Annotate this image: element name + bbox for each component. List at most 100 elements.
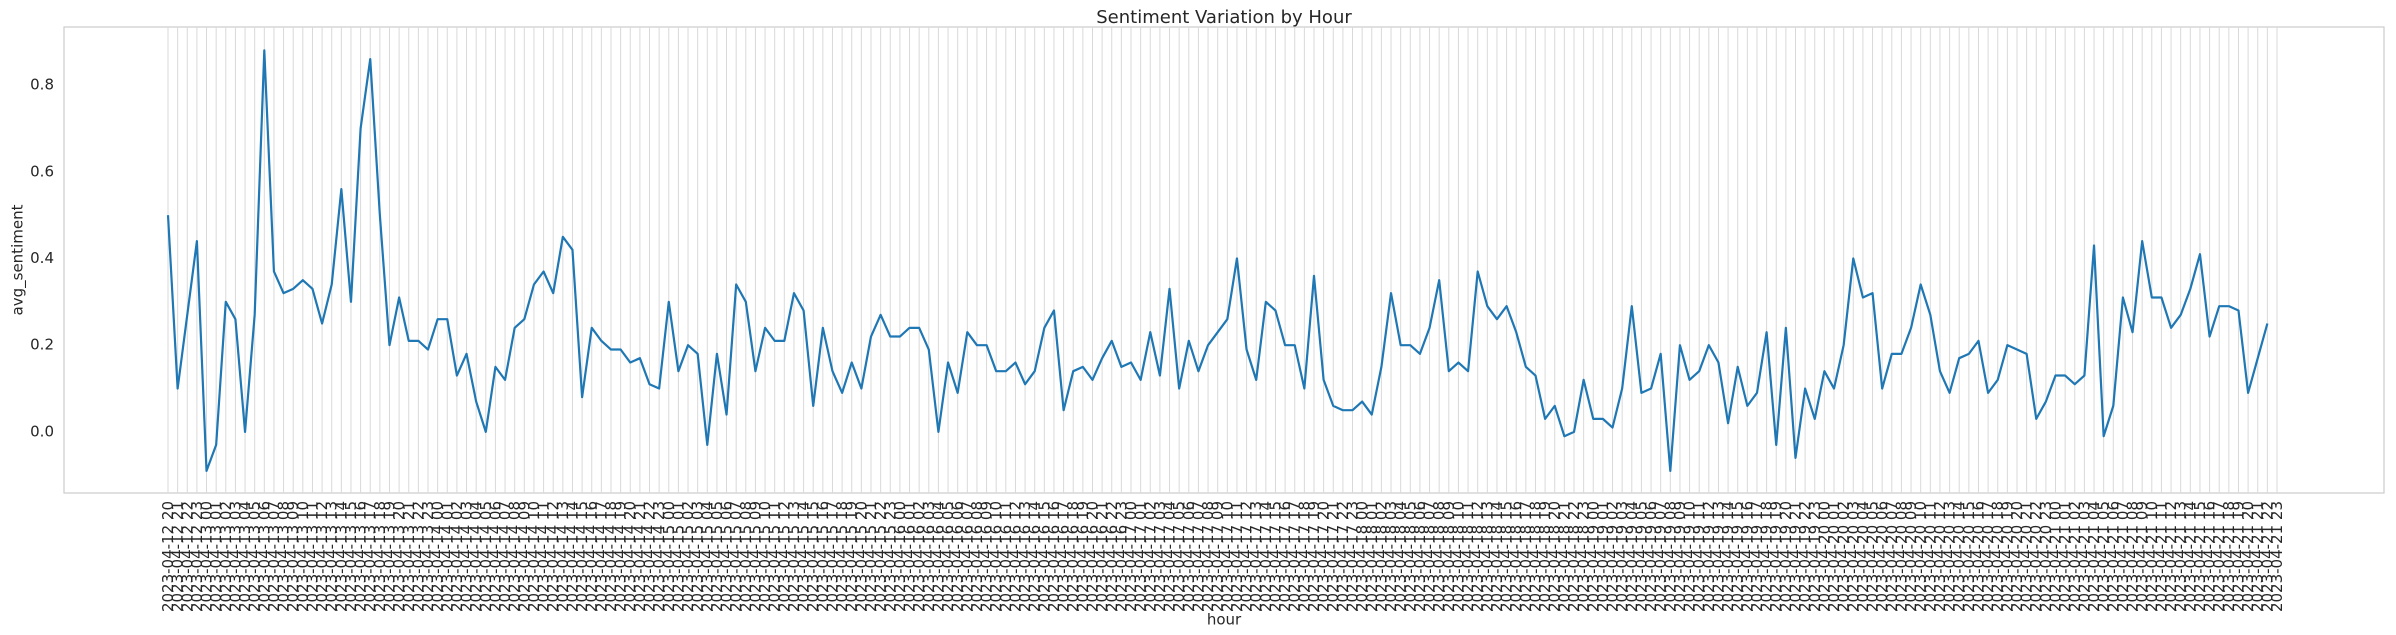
x-tick-label: 2023-04-16 23 xyxy=(1112,501,1130,612)
x-tick-label: 2023-04-20 05 xyxy=(1864,501,1882,612)
x-tick-label: 2023-04-21 05 xyxy=(2095,501,2113,612)
x-tick-label: 2023-04-20 02 xyxy=(1835,501,1853,612)
x-tick-label: 2023-04-12 22 xyxy=(178,501,196,612)
x-tick-label: 2023-04-13 15 xyxy=(342,501,360,612)
x-tick-label: 2023-04-21 12 xyxy=(2162,501,2180,612)
x-tick-label: 2023-04-15 04 xyxy=(698,501,716,612)
x-tick-label: 2023-04-21 08 xyxy=(2124,501,2142,612)
x-tick-label: 2023-04-17 18 xyxy=(1295,501,1313,612)
x-tick-label: 2023-04-19 22 xyxy=(1796,501,1814,612)
x-tick-label: 2023-04-15 22 xyxy=(872,501,890,612)
x-tick-label: 2023-04-20 03 xyxy=(1844,501,1862,612)
x-tick-label: 2023-04-13 09 xyxy=(284,501,302,612)
x-tick-label: 2023-04-16 14 xyxy=(1026,501,1044,612)
x-tick-label: 2023-04-17 01 xyxy=(1132,501,1150,612)
x-tick-label: 2023-04-20 21 xyxy=(2018,501,2036,612)
x-tick-label: 2023-04-21 19 xyxy=(2229,501,2247,612)
x-tick-label: 2023-04-18 16 xyxy=(1507,501,1525,612)
x-tick-label: 2023-04-18 02 xyxy=(1372,501,1390,612)
x-tick-label: 2023-04-14 00 xyxy=(429,501,447,612)
x-tick-label: 2023-04-13 21 xyxy=(400,501,418,612)
x-tick-label: 2023-04-16 10 xyxy=(987,501,1005,612)
x-tick-label: 2023-04-14 17 xyxy=(592,501,610,612)
x-tick-label: 2023-04-20 14 xyxy=(1950,501,1968,612)
x-tick-label: 2023-04-21 18 xyxy=(2220,501,2238,612)
x-tick-label: 2023-04-14 01 xyxy=(438,501,456,612)
y-axis-label: avg_sentiment xyxy=(9,204,28,315)
x-tick-label: 2023-04-14 15 xyxy=(573,501,591,612)
x-tick-label: 2023-04-19 06 xyxy=(1642,501,1660,612)
x-tick-label: 2023-04-16 18 xyxy=(1064,501,1082,612)
x-tick-label: 2023-04-19 18 xyxy=(1758,501,1776,612)
x-tick-label: 2023-04-18 01 xyxy=(1363,501,1381,612)
x-tick-label: 2023-04-20 23 xyxy=(2037,501,2055,612)
x-tick-label: 2023-04-18 20 xyxy=(1546,501,1564,612)
y-tick-label: 0.6 xyxy=(30,162,54,180)
x-tick-label: 2023-04-17 16 xyxy=(1276,501,1294,612)
x-tick-label: 2023-04-13 05 xyxy=(246,501,264,612)
x-tick-label: 2023-04-19 21 xyxy=(1786,501,1804,612)
x-tick-label: 2023-04-19 15 xyxy=(1729,501,1747,612)
x-tick-label: 2023-04-21 20 xyxy=(2239,501,2257,612)
x-tick-label: 2023-04-20 15 xyxy=(1960,501,1978,612)
x-tick-label: 2023-04-17 17 xyxy=(1286,501,1304,612)
x-tick-label: 2023-04-16 07 xyxy=(958,501,976,612)
x-tick-label: 2023-04-16 17 xyxy=(1055,501,1073,612)
x-tick-label: 2023-04-17 03 xyxy=(1151,501,1169,612)
x-tick-label: 2023-04-13 23 xyxy=(419,501,437,612)
x-tick-label: 2023-04-19 01 xyxy=(1594,501,1612,612)
x-tick-label: 2023-04-14 05 xyxy=(477,501,495,612)
x-tick-label: 2023-04-14 20 xyxy=(621,501,639,612)
x-tick-label: 2023-04-13 17 xyxy=(361,501,379,612)
x-tick-label: 2023-04-15 07 xyxy=(727,501,745,612)
x-tick-label: 2023-04-16 16 xyxy=(1045,501,1063,612)
x-tick-label: 2023-04-17 13 xyxy=(1247,501,1265,612)
x-tick-label: 2023-04-20 00 xyxy=(1815,501,1833,612)
x-tick-label: 2023-04-21 11 xyxy=(2152,501,2170,612)
x-tick-label: 2023-04-21 06 xyxy=(2104,501,2122,612)
x-tick-label: 2023-04-17 12 xyxy=(1238,501,1256,612)
x-tick-label: 2023-04-14 21 xyxy=(631,501,649,612)
x-tick-label: 2023-04-19 12 xyxy=(1700,501,1718,612)
plot-frame xyxy=(63,26,2385,494)
x-tick-label: 2023-04-16 11 xyxy=(997,501,1015,612)
x-tick-label: 2023-04-14 22 xyxy=(641,501,659,612)
x-tick-label: 2023-04-19 08 xyxy=(1661,501,1679,612)
x-tick-label: 2023-04-18 05 xyxy=(1401,501,1419,612)
x-tick-label: 2023-04-17 15 xyxy=(1266,501,1284,612)
x-tick-label: 2023-04-12 23 xyxy=(188,501,206,612)
x-tick-label: 2023-04-18 07 xyxy=(1421,501,1439,612)
x-tick-label: 2023-04-18 18 xyxy=(1526,501,1544,612)
x-tick-label: 2023-04-16 15 xyxy=(1035,501,1053,612)
x-tick-label: 2023-04-20 10 xyxy=(1912,501,1930,612)
x-tick-label: 2023-04-21 03 xyxy=(2075,501,2093,612)
x-tick-label: 2023-04-13 00 xyxy=(198,501,216,612)
x-tick-label: 2023-04-21 22 xyxy=(2258,501,2276,612)
x-tick-label: 2023-04-20 19 xyxy=(1998,501,2016,612)
x-tick-label: 2023-04-18 23 xyxy=(1575,501,1593,612)
x-tick-label: 2023-04-14 09 xyxy=(515,501,533,612)
x-tick-label: 2023-04-18 10 xyxy=(1449,501,1467,612)
x-tick-label: 2023-04-18 19 xyxy=(1536,501,1554,612)
x-tick-label: 2023-04-18 12 xyxy=(1469,501,1487,612)
x-tick-label: 2023-04-17 07 xyxy=(1189,501,1207,612)
x-tick-label: 2023-04-13 13 xyxy=(323,501,341,612)
x-tick-label: 2023-04-19 16 xyxy=(1738,501,1756,612)
x-tick-label: 2023-04-20 04 xyxy=(1854,501,1872,612)
x-tick-label: 2023-04-14 06 xyxy=(486,501,504,612)
x-tick-label: 2023-04-17 06 xyxy=(1180,501,1198,612)
x-tick-label: 2023-04-16 19 xyxy=(1074,501,1092,612)
x-tick-label: 2023-04-21 04 xyxy=(2085,501,2103,612)
x-tick-label: 2023-04-13 22 xyxy=(409,501,427,612)
x-tick-label: 2023-04-18 15 xyxy=(1498,501,1516,612)
x-tick-label: 2023-04-13 19 xyxy=(380,501,398,612)
x-tick-label: 2023-04-16 01 xyxy=(901,501,919,612)
y-tick-label: 0.0 xyxy=(30,422,54,440)
x-tick-label: 2023-04-15 10 xyxy=(756,501,774,612)
x-tick-label: 2023-04-15 18 xyxy=(833,501,851,612)
x-tick-label: 2023-04-15 15 xyxy=(804,501,822,612)
x-tick-label: 2023-04-17 02 xyxy=(1141,501,1159,612)
x-tick-label: 2023-04-14 10 xyxy=(525,501,543,612)
x-tick-label: 2023-04-20 17 xyxy=(1979,501,1997,612)
x-tick-label: 2023-04-20 07 xyxy=(1883,501,1901,612)
